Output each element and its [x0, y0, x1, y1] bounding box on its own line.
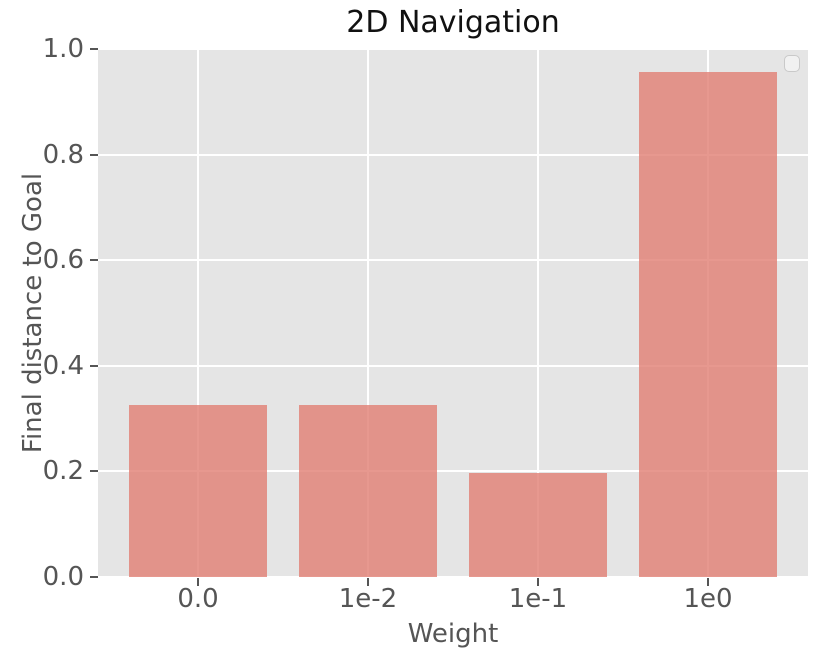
y-tick-label: 0.2 — [42, 456, 84, 487]
bar-1e-2 — [299, 405, 437, 577]
h-gridline — [98, 259, 808, 262]
y-tick-label: 0.6 — [42, 245, 84, 276]
bar-1e-1 — [469, 473, 607, 577]
y-tick-label: 0.8 — [42, 139, 84, 170]
x-axis-label: Weight — [407, 619, 499, 649]
y-tick-label: 1.0 — [42, 34, 84, 64]
bar-0.0 — [129, 405, 267, 577]
x-tick-label: 0.0 — [177, 584, 219, 614]
x-tick-label: 1e-1 — [508, 584, 568, 614]
x-tick-label: 1e-2 — [338, 584, 398, 614]
legend-box — [784, 55, 800, 72]
y-tick-mark — [90, 259, 98, 262]
y-tick-mark — [90, 364, 98, 367]
y-tick-mark — [90, 48, 98, 50]
v-gridline — [367, 49, 369, 577]
v-gridline — [197, 49, 199, 577]
y-tick-label: 0.4 — [42, 350, 84, 381]
x-tick-mark — [707, 578, 709, 586]
x-tick-label: 1e0 — [683, 584, 733, 614]
y-axis-label: Final distance to Goal — [18, 172, 48, 454]
bar-1e0 — [639, 72, 777, 577]
y-tick-mark — [90, 153, 98, 156]
y-tick-mark — [90, 470, 98, 473]
x-tick-mark — [197, 578, 199, 586]
y-tick-mark — [90, 576, 98, 578]
x-tick-mark — [367, 578, 369, 586]
v-gridline — [537, 49, 539, 577]
y-tick-label: 0.0 — [42, 562, 84, 592]
h-gridline — [98, 470, 808, 473]
plot-area — [98, 49, 808, 577]
chart-title: 2D Navigation — [346, 5, 560, 40]
h-gridline — [98, 364, 808, 367]
h-gridline — [98, 153, 808, 156]
h-gridline — [98, 49, 808, 50]
h-gridline — [98, 576, 808, 577]
x-tick-mark — [537, 578, 539, 586]
